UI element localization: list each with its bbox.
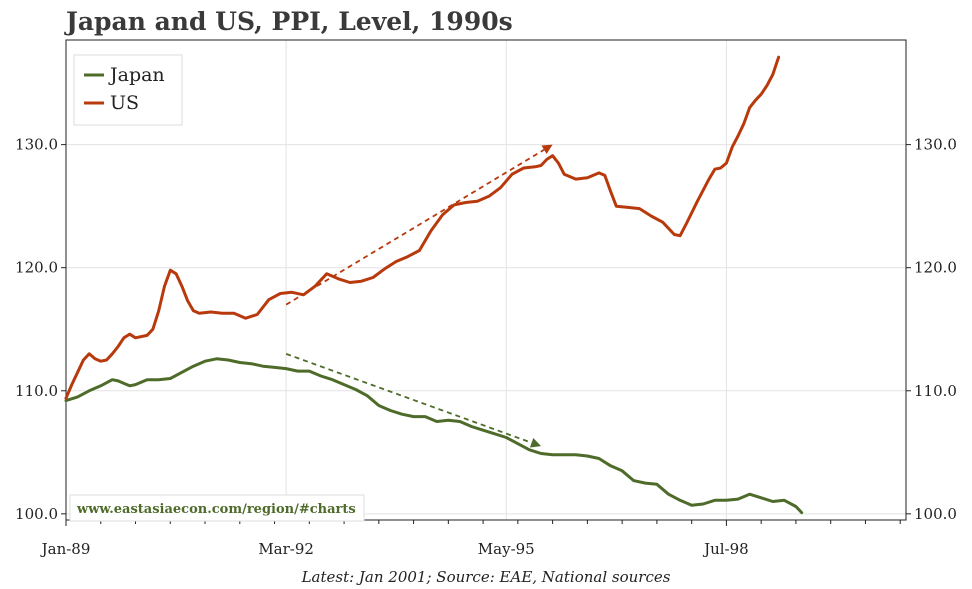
series — [64, 55, 804, 515]
ytick-label-left: 120.0 — [15, 259, 58, 277]
trend-arrow-us — [285, 148, 545, 306]
grid — [65, 40, 906, 520]
xtick-label: Jan-89 — [40, 540, 91, 558]
legend-box — [73, 54, 183, 126]
y-axis-ticks: 100.0 100.0 110.0 110.0 120.0 120.0 130.0 130.0 — [15, 136, 957, 523]
series-line-us — [64, 55, 781, 400]
watermark-box: www.eastasiaecon.com/region/#charts — [69, 494, 365, 522]
ytick-label-right: 100.0 — [914, 505, 957, 523]
chart-title: Japan and US, PPI, Level, 1990s — [64, 7, 513, 36]
plot-frame — [65, 39, 907, 521]
trend-arrowhead-us — [541, 144, 553, 155]
trend-arrowhead-japan — [529, 438, 542, 448]
series-line-japan — [64, 357, 804, 515]
xtick-label: Mar-92 — [258, 540, 314, 558]
ytick-label-left: 110.0 — [15, 382, 58, 400]
source-note: Latest: Jan 2001; Source: EAE, National … — [301, 568, 671, 586]
watermark-text: www.eastasiaecon.com/region/#charts — [76, 502, 356, 517]
ytick-label-left: 130.0 — [15, 136, 58, 154]
ytick-label-right: 130.0 — [914, 136, 957, 154]
x-axis-ticks: Jan-89 Mar-92 May-95 Jul-98 — [40, 520, 901, 558]
legend-label-us: US — [110, 92, 139, 114]
legend-label-japan: Japan — [108, 64, 165, 86]
xtick-label: May-95 — [478, 540, 535, 558]
ytick-label-right: 120.0 — [914, 259, 957, 277]
annotations — [285, 144, 553, 448]
watermark-background — [69, 494, 365, 522]
ytick-label-right: 110.0 — [914, 382, 957, 400]
legend: Japan US — [73, 54, 183, 126]
trend-arrow-japan — [285, 352, 532, 444]
ytick-label-left: 100.0 — [15, 505, 58, 523]
xtick-label: Jul-98 — [702, 540, 749, 558]
